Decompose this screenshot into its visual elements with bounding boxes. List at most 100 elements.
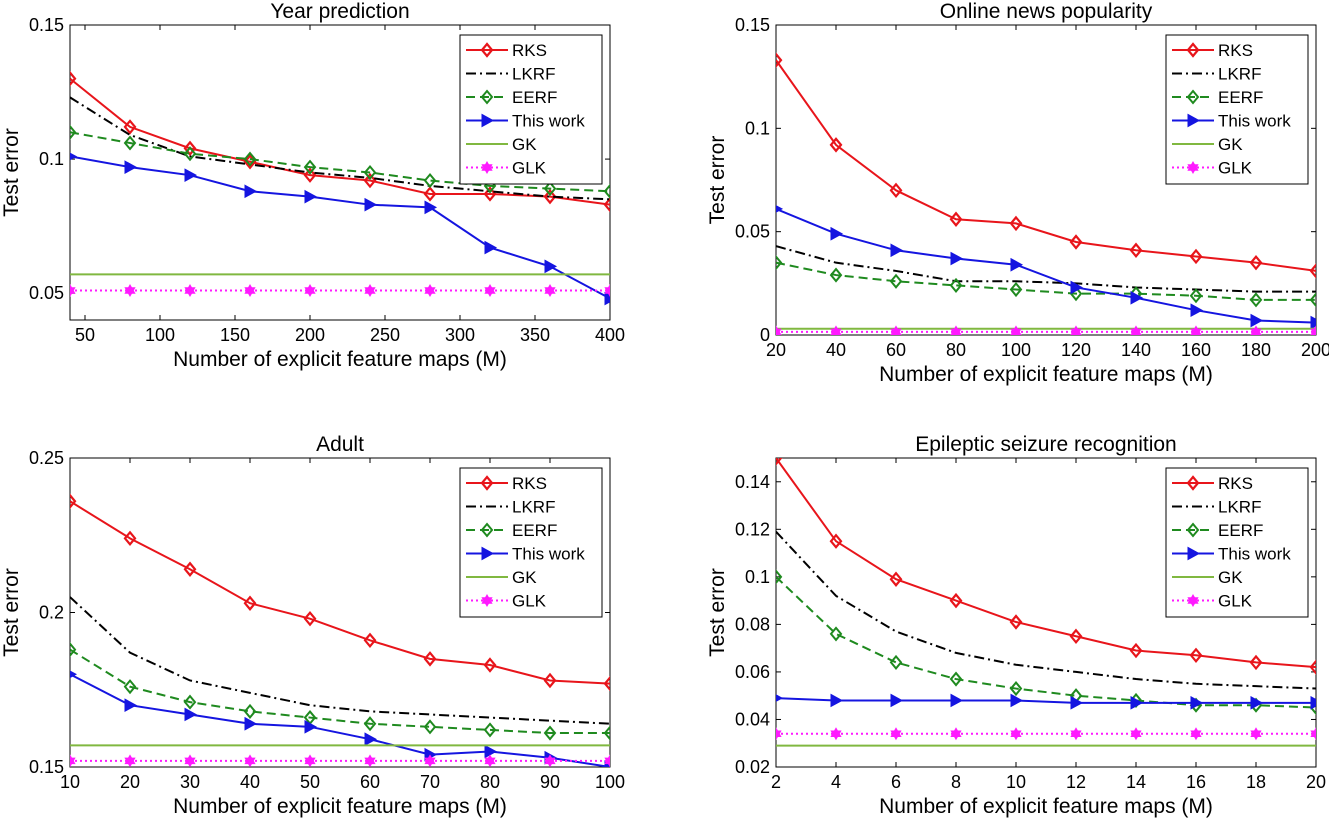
data-point-eerf (303, 159, 317, 175)
y-tick-label: 0.25 (29, 448, 64, 468)
series-this-work (70, 152, 610, 306)
series-rks (70, 493, 610, 692)
data-point-this-work (950, 251, 964, 266)
data-point-glk (1070, 325, 1082, 335)
legend-entry-lkrf: LKRF (1172, 498, 1261, 517)
legend-entry-this-work: This work (466, 112, 585, 131)
series-line-this-work (776, 208, 1316, 324)
x-tick-label: 60 (886, 340, 906, 360)
data-point-rks (829, 533, 843, 549)
x-tick-label: 10 (1006, 772, 1026, 792)
y-tick-label: 0.15 (29, 757, 64, 777)
data-point-this-work (544, 259, 558, 274)
data-point-eerf (1189, 288, 1203, 304)
data-point-glk (830, 727, 842, 741)
data-point-this-work (304, 719, 318, 734)
series-line-rks (70, 500, 610, 685)
legend-entry-gk: GK (466, 568, 537, 587)
data-point-this-work (1130, 290, 1144, 305)
data-point-glk (776, 727, 782, 741)
data-point-eerf (183, 146, 197, 162)
legend-marker (1187, 594, 1199, 607)
data-point-rks (363, 172, 377, 189)
data-point-rks (303, 167, 317, 183)
data-point-eerf (183, 694, 197, 710)
y-tick-label: 0 (760, 325, 770, 345)
chart-epileptic-seizure-recognition: 2 4 6 8 10 12 14 16 18 20 0.02 0.04 0.06 0.08 0.1 0.12 0… (706, 433, 1326, 818)
data-point-this-work (1010, 693, 1024, 708)
chart-title: Epileptic seizure recognition (915, 433, 1176, 456)
chart-online-news-popularity: 20 40 60 80 100 120 140 160 180 200 0 0.05 0.1 0.15 On… (706, 0, 1329, 386)
data-point-rks (603, 196, 610, 213)
data-point-eerf (1249, 292, 1263, 308)
legend-marker (1186, 522, 1200, 538)
legend-entry-rks: RKS (1172, 474, 1253, 493)
data-point-this-work (1310, 695, 1316, 710)
y-tick-label: 0.2 (39, 603, 64, 623)
data-point-glk (184, 754, 196, 767)
data-point-glk (70, 754, 76, 767)
data-point-this-work (776, 205, 784, 213)
data-point-eerf (123, 135, 137, 151)
legend: RKS LKRF EERF This work GK GLK (459, 467, 603, 618)
data-point-glk (1250, 325, 1262, 335)
legend-marker (1186, 89, 1200, 105)
data-point-eerf (423, 172, 437, 189)
data-point-this-work (830, 693, 844, 708)
data-point-this-work (70, 152, 78, 161)
legend-label: This work (1218, 545, 1291, 564)
x-tick-label: 300 (445, 325, 475, 345)
series-rks (70, 70, 610, 213)
data-point-glk (890, 727, 902, 741)
plot-area (775, 24, 1317, 336)
data-point-eerf (1009, 281, 1023, 298)
data-point-rks (889, 571, 903, 587)
data-point-glk (364, 754, 376, 767)
chart-title: Online news popularity (940, 0, 1153, 23)
data-point-glk (1190, 727, 1202, 741)
data-point-glk (1130, 325, 1142, 335)
legend: RKS LKRF EERF This work GK GLK (459, 34, 603, 185)
legend-entry-glk: GLK (466, 159, 547, 178)
legend-entry-this-work: This work (466, 545, 585, 564)
y-axis-label: Test error (706, 136, 729, 225)
series-glk (70, 283, 610, 298)
y-axis-label: Test error (0, 568, 23, 657)
x-tick-label: 250 (370, 325, 400, 345)
legend-marker (480, 42, 494, 58)
plot-area (775, 457, 1317, 768)
legend-entry-gk: GK (466, 135, 537, 154)
data-point-rks (423, 186, 437, 202)
data-point-this-work (484, 240, 498, 255)
series-lkrf (70, 96, 610, 201)
x-tick-label: 150 (220, 325, 250, 345)
data-point-rks (483, 657, 497, 673)
legend-label: GK (1218, 135, 1243, 154)
data-point-this-work (244, 184, 258, 199)
data-point-glk (1190, 325, 1202, 335)
data-point-this-work (1310, 315, 1316, 330)
data-point-glk (890, 325, 902, 335)
series-eerf (70, 124, 610, 199)
series-line-eerf (776, 576, 1316, 709)
data-point-eerf (1309, 292, 1316, 308)
data-point-glk (1070, 727, 1082, 741)
series-line-rks (70, 77, 610, 206)
chart-year-prediction: 50 100 150 200 250 300 350 400 0.05 0.1 0.15 Year p… (0, 0, 625, 371)
legend-box (459, 467, 603, 618)
data-point-rks (183, 140, 197, 157)
y-tick-label: 0.08 (735, 614, 770, 634)
data-point-this-work (1130, 695, 1144, 710)
y-tick-label: 0.05 (735, 222, 770, 242)
x-tick-label: 400 (595, 325, 625, 345)
x-axis-label: Number of explicit feature maps (M) (879, 363, 1213, 386)
y-axis-label: Test error (0, 128, 23, 217)
data-point-eerf (70, 124, 77, 140)
legend-entry-gk: GK (1172, 568, 1243, 587)
x-tick-label: 4 (831, 772, 841, 792)
legend-entry-glk: GLK (466, 592, 547, 611)
data-point-glk (830, 325, 842, 335)
data-point-rks (1129, 242, 1143, 258)
data-point-rks (303, 610, 317, 627)
legend-marker (481, 161, 493, 174)
